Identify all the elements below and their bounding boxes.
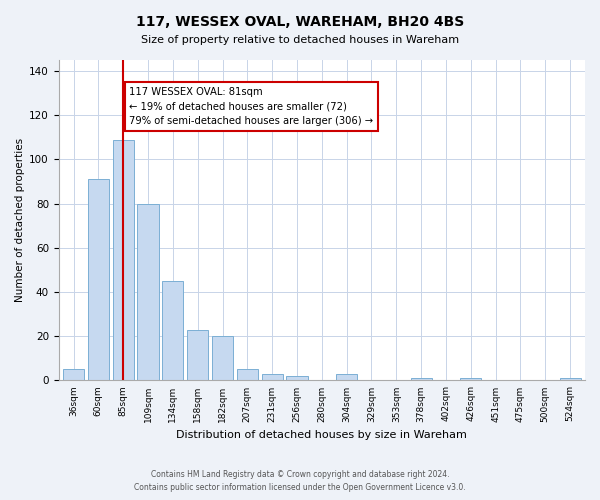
Bar [560, 378, 581, 380]
Bar [88, 180, 109, 380]
Text: Size of property relative to detached houses in Wareham: Size of property relative to detached ho… [141, 35, 459, 45]
Bar [212, 336, 233, 380]
Y-axis label: Number of detached properties: Number of detached properties [15, 138, 25, 302]
Bar [162, 281, 184, 380]
Bar [262, 374, 283, 380]
Bar [237, 370, 258, 380]
Bar [460, 378, 481, 380]
Bar [63, 370, 84, 380]
Bar [410, 378, 431, 380]
Text: 117, WESSEX OVAL, WAREHAM, BH20 4BS: 117, WESSEX OVAL, WAREHAM, BH20 4BS [136, 15, 464, 29]
Bar [286, 376, 308, 380]
Text: Contains HM Land Registry data © Crown copyright and database right 2024.
Contai: Contains HM Land Registry data © Crown c… [134, 470, 466, 492]
Bar [336, 374, 357, 380]
Bar [137, 204, 158, 380]
Bar [187, 330, 208, 380]
Bar [113, 140, 134, 380]
Text: 117 WESSEX OVAL: 81sqm
← 19% of detached houses are smaller (72)
79% of semi-det: 117 WESSEX OVAL: 81sqm ← 19% of detached… [130, 86, 374, 126]
X-axis label: Distribution of detached houses by size in Wareham: Distribution of detached houses by size … [176, 430, 467, 440]
